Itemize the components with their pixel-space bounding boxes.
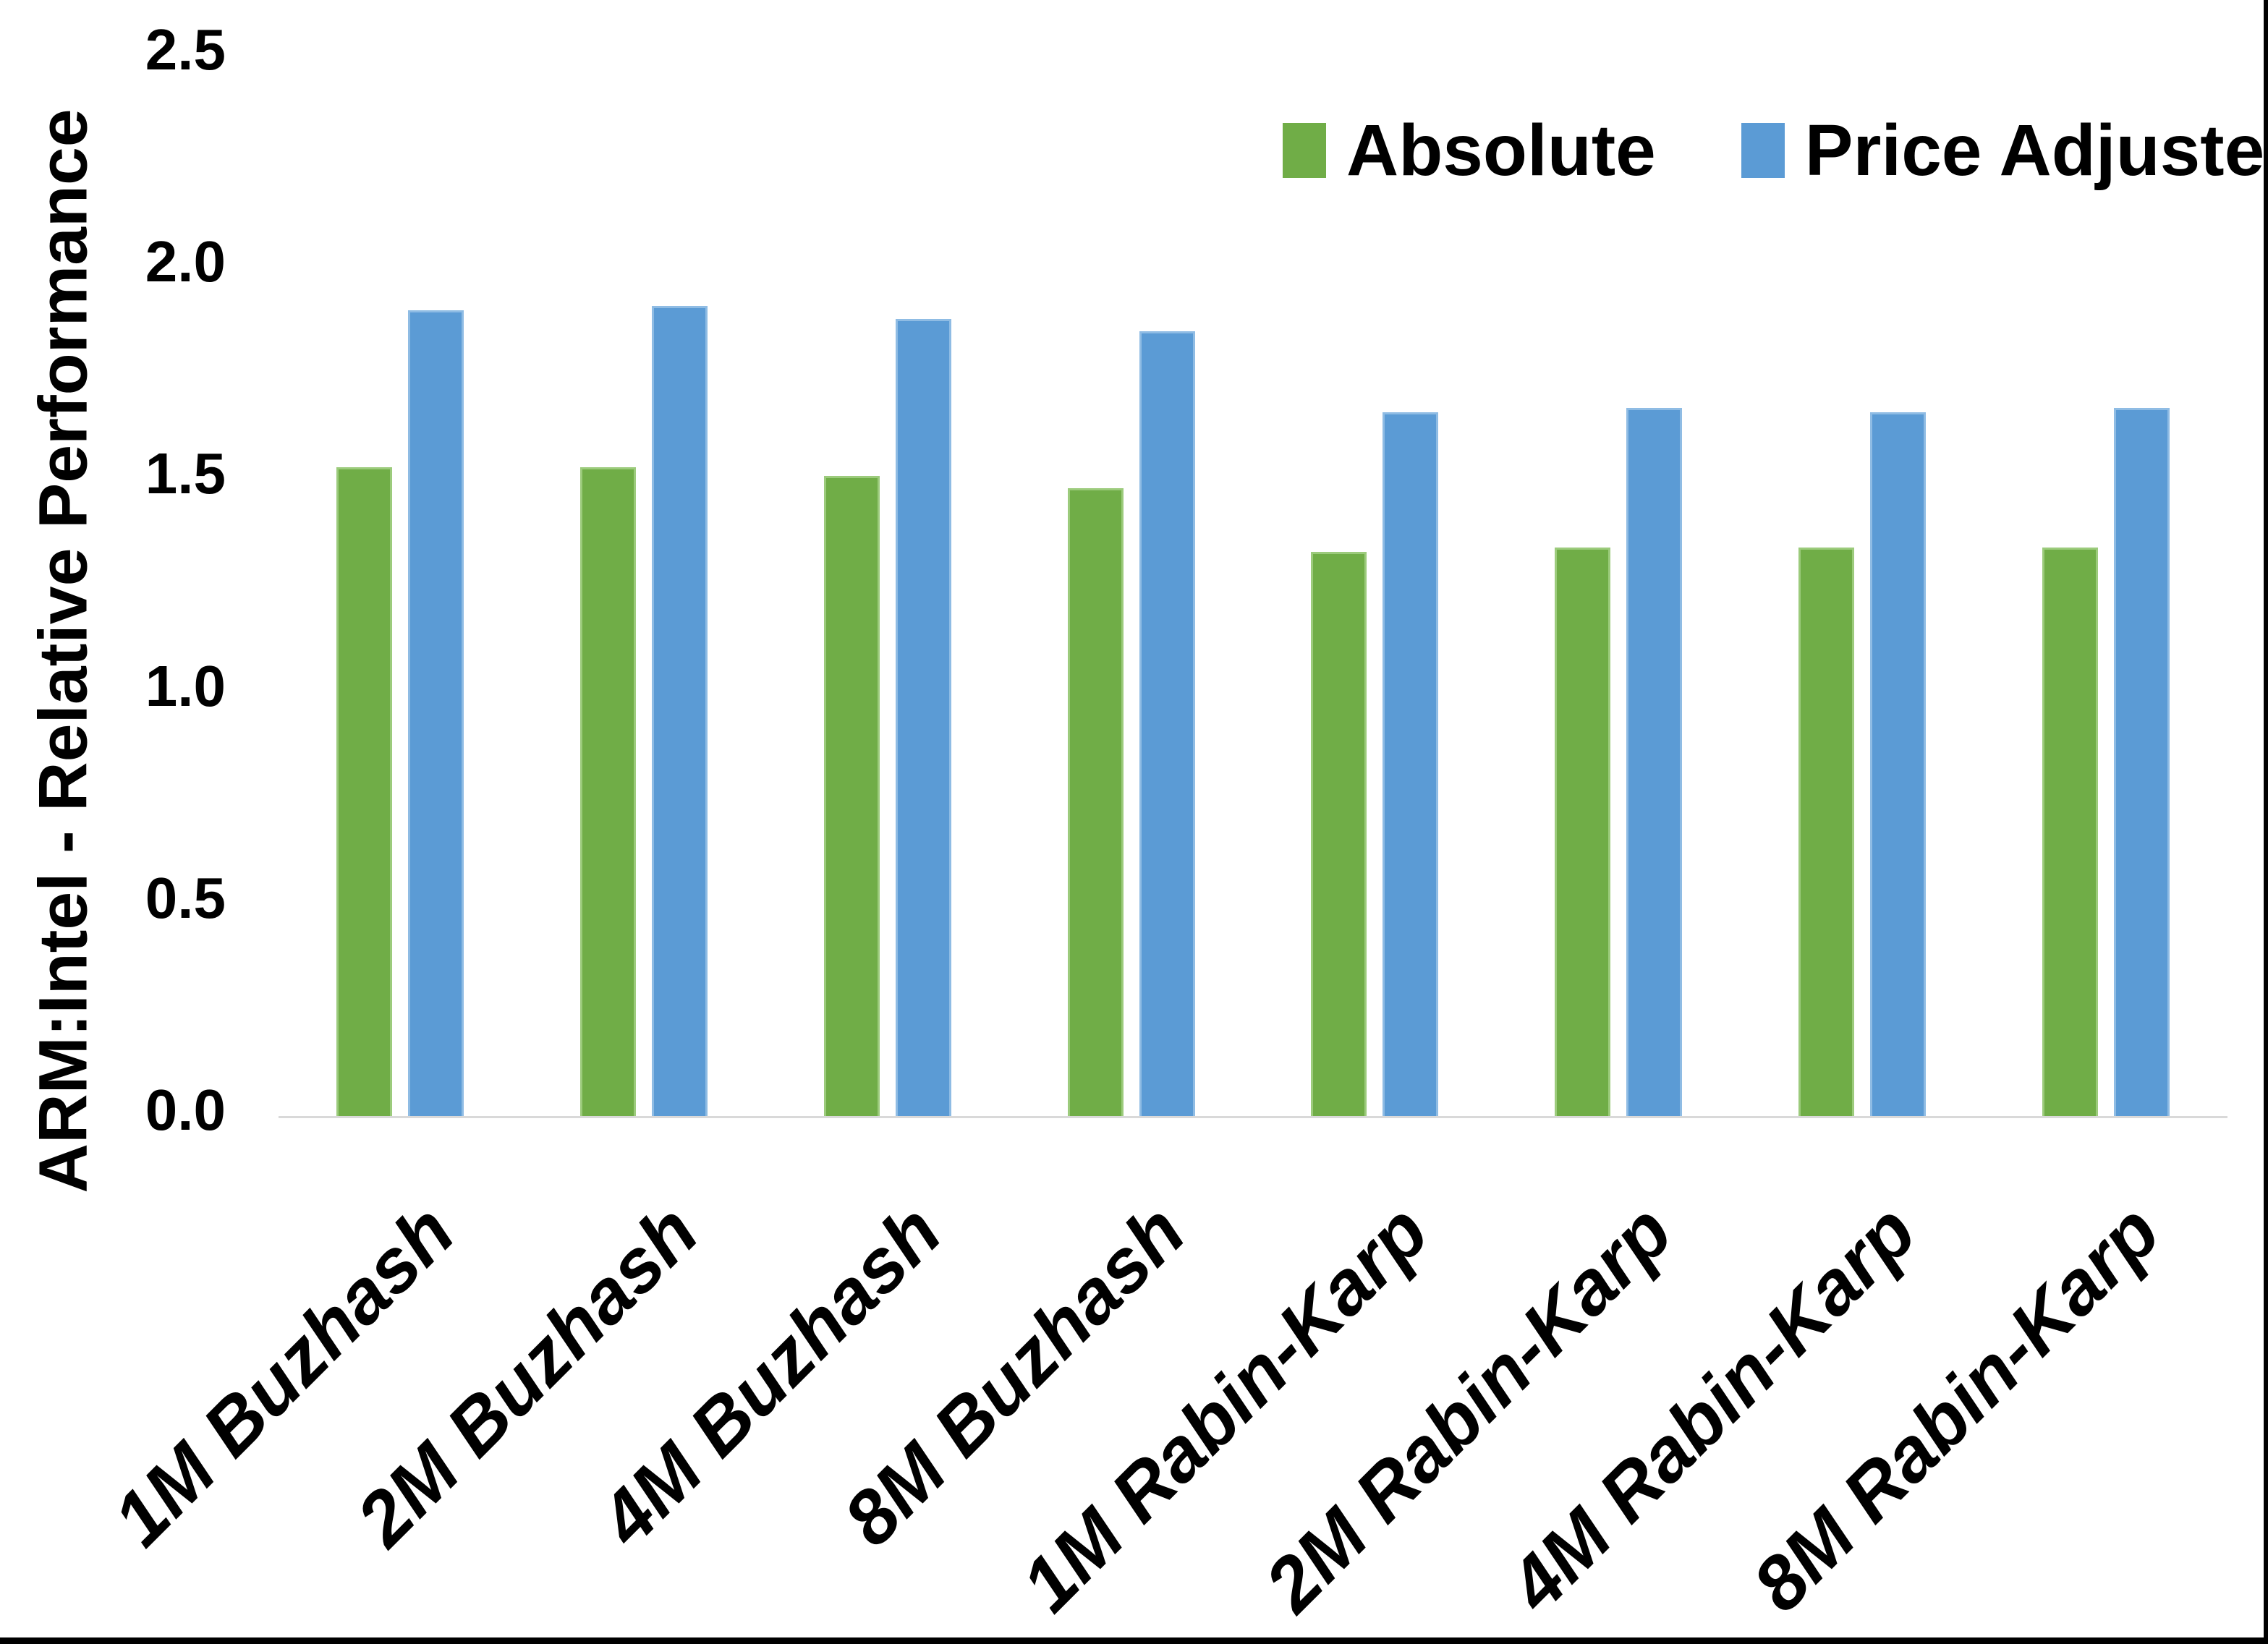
bar-absolute	[1311, 552, 1367, 1116]
bar-absolute	[1555, 548, 1611, 1116]
plot-area	[279, 56, 2227, 1118]
bar-price-adjusted	[1383, 412, 1439, 1116]
y-tick-label: 0.0	[145, 1078, 226, 1142]
legend-item-price-adjusted: Price Adjusted	[1741, 114, 2268, 187]
bar-absolute	[2042, 548, 2098, 1116]
legend-item-absolute: Absolute	[1283, 114, 1656, 187]
bar-absolute	[1067, 488, 1124, 1116]
y-tick-label: 2.5	[145, 17, 226, 82]
bar-price-adjusted	[1869, 412, 1926, 1116]
bar-absolute	[1798, 548, 1854, 1116]
frame-border-right	[2264, 0, 2268, 1644]
bar-absolute	[580, 467, 637, 1116]
bar-absolute	[823, 475, 880, 1116]
legend-swatch-price-adjusted-icon	[1741, 123, 1785, 178]
bar-absolute	[336, 467, 393, 1116]
bar-price-adjusted	[1626, 407, 1683, 1116]
bar-price-adjusted	[652, 305, 708, 1116]
y-tick-label: 1.5	[145, 441, 226, 506]
legend-label-absolute: Absolute	[1346, 110, 1656, 191]
frame-border-bottom	[0, 1637, 2268, 1644]
bar-price-adjusted	[2113, 407, 2170, 1116]
y-tick-label: 1.0	[145, 653, 226, 718]
y-tick-label: 2.0	[145, 229, 226, 294]
x-axis-line	[279, 1116, 2227, 1118]
legend: Absolute Price Adjusted	[1283, 114, 2268, 187]
y-tick-label: 0.5	[145, 865, 226, 930]
bar-price-adjusted	[408, 310, 464, 1116]
bar-price-adjusted	[1139, 331, 1195, 1116]
legend-swatch-absolute-icon	[1283, 123, 1326, 178]
bar-price-adjusted	[895, 318, 951, 1116]
legend-label-price-adjusted: Price Adjusted	[1804, 110, 2268, 191]
